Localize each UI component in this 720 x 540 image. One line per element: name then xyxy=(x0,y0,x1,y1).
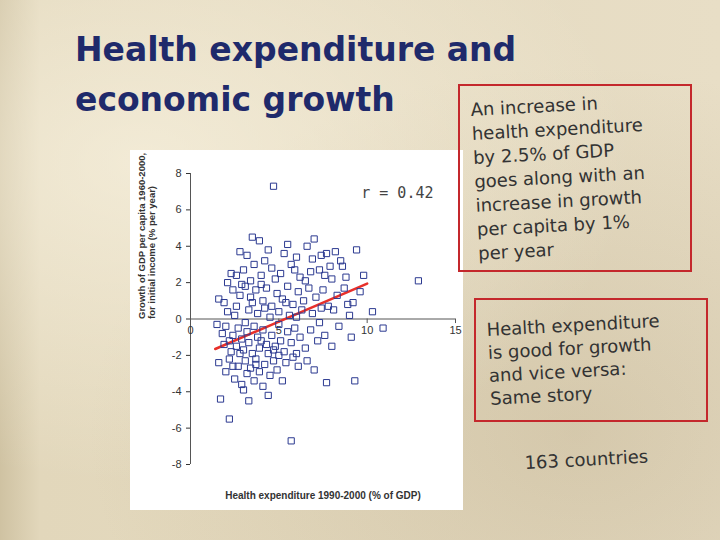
html-text:Health expenditure and: Health expenditure and xyxy=(75,30,517,69)
html-text:per year: per year xyxy=(477,238,555,264)
svg-text:-4: -4 xyxy=(172,385,182,397)
html-text:Same story: Same story xyxy=(489,382,593,409)
svg-text:-2: -2 xyxy=(172,349,182,361)
svg-text:-6: -6 xyxy=(172,422,182,434)
html-text:and vice versa:: and vice versa: xyxy=(488,357,627,386)
html-text:goes along with an: goes along with an xyxy=(473,162,646,192)
html-text:per capita by 1%: per capita by 1% xyxy=(476,210,631,240)
svg-text:10: 10 xyxy=(361,324,373,336)
svg-text:6: 6 xyxy=(175,203,181,215)
svg-text:15: 15 xyxy=(449,324,461,336)
svg-text:8: 8 xyxy=(175,167,181,179)
svg-text:0: 0 xyxy=(175,313,181,325)
svg-text:-8: -8 xyxy=(172,458,182,470)
svg-text:r = 0.42: r = 0.42 xyxy=(361,184,433,202)
svg-text:Growth of GDP per capita 1960-: Growth of GDP per capita 1960-2000, adju… xyxy=(136,150,158,319)
html-text:is good for growth: is good for growth xyxy=(487,333,652,363)
svg-text:Health expenditure 1990-2000 (: Health expenditure 1990-2000 (% of GDP) xyxy=(225,490,421,501)
svg-text:5: 5 xyxy=(276,324,282,336)
html-text:economic growth: economic growth xyxy=(75,80,395,119)
html-text:health expenditure: health expenditure xyxy=(471,114,644,144)
svg-text:0: 0 xyxy=(187,324,193,336)
html-text:Health expenditure: Health expenditure xyxy=(486,309,660,340)
html-text:increase in growth: increase in growth xyxy=(475,186,643,216)
html-text:163 countries: 163 countries xyxy=(524,445,649,473)
html-text:An increase in: An increase in xyxy=(470,92,599,120)
svg-text:4: 4 xyxy=(175,240,181,252)
svg-text:2: 2 xyxy=(175,276,181,288)
html-text:by 2.5% of GDP: by 2.5% of GDP xyxy=(472,139,615,168)
